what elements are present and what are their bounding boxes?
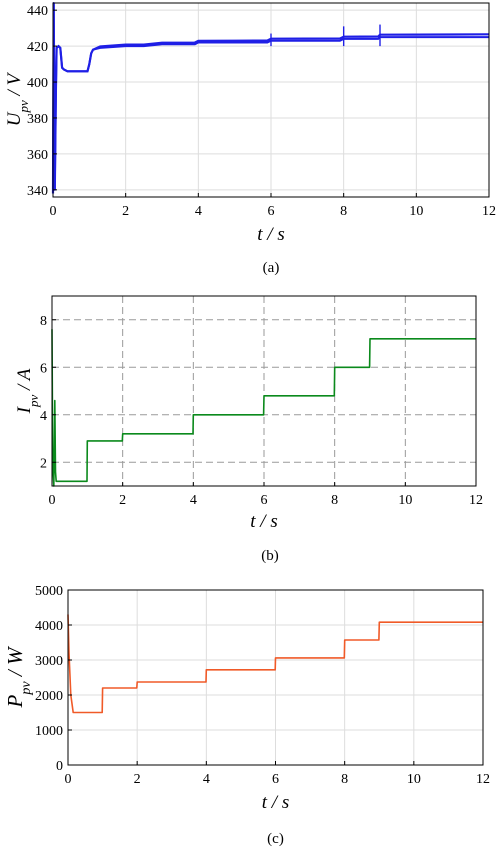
chart-panel-b: 0 2 4 6 8 10 12 2 4 6 8 t / s Ipv / A (b) [14, 295, 483, 564]
y-tick-label: 3000 [35, 654, 63, 669]
x-tick-label: 10 [409, 204, 423, 219]
x-tick-label: 2 [119, 493, 126, 508]
y-tick-label: 4 [40, 409, 47, 424]
panel-caption: (c) [267, 831, 284, 847]
y-axis-label: Ppv / W [3, 645, 34, 708]
y-axis-label: Upv / V [4, 71, 31, 126]
x-tick-label: 10 [407, 772, 421, 787]
y-tick-label: 2000 [35, 689, 63, 704]
y-tick-label: 2 [40, 456, 47, 471]
x-axis-label: t / s [250, 511, 277, 532]
y-tick-label: 360 [27, 148, 48, 163]
panel-caption: (a) [263, 260, 280, 276]
y-tick-label: 0 [56, 759, 63, 774]
series-line [67, 614, 483, 714]
x-tick-label: 12 [482, 204, 496, 219]
x-tick-label: 6 [272, 772, 279, 787]
chart-panel-c: 0 2 4 6 8 10 12 0 1000 2000 3000 4000 5000 t / s Ppv /… [3, 584, 490, 847]
y-tick-label: 400 [27, 76, 48, 91]
y-tick-label: 380 [27, 112, 48, 127]
x-tick-label: 8 [331, 493, 338, 508]
x-tick-label: 2 [134, 772, 141, 787]
x-tick-label: 4 [195, 204, 202, 219]
y-tick-label: 340 [27, 184, 48, 199]
x-tick-label: 8 [341, 772, 348, 787]
chart-panel-a: 0 2 4 6 8 10 12 340 360 380 400 420 440 t / s Upv / V (… [4, 2, 496, 276]
y-tick-label: 1000 [35, 724, 63, 739]
y-tick-label: 4000 [35, 619, 63, 634]
x-tick-label: 4 [190, 493, 197, 508]
x-tick-label: 12 [469, 493, 483, 508]
y-tick-label: 5000 [35, 584, 63, 599]
y-tick-label: 8 [40, 314, 47, 329]
y-tick-label: 6 [40, 361, 47, 376]
x-tick-label: 10 [398, 493, 412, 508]
panel-caption: (b) [261, 548, 279, 564]
x-axis-label: t / s [257, 224, 284, 245]
x-tick-label: 4 [203, 772, 210, 787]
y-tick-label: 440 [27, 4, 48, 19]
x-tick-label: 12 [476, 772, 490, 787]
x-tick-label: 8 [340, 204, 347, 219]
x-tick-label: 0 [50, 204, 57, 219]
y-tick-label: 420 [27, 40, 48, 55]
x-tick-label: 0 [49, 493, 56, 508]
series-line [51, 329, 476, 487]
x-tick-label: 0 [65, 772, 72, 787]
x-tick-label: 6 [261, 493, 268, 508]
x-tick-label: 2 [122, 204, 129, 219]
series-ripple-band [51, 2, 490, 194]
x-axis-label: t / s [262, 792, 289, 813]
x-tick-label: 6 [268, 204, 275, 219]
y-axis-label: Ipv / A [14, 368, 41, 414]
